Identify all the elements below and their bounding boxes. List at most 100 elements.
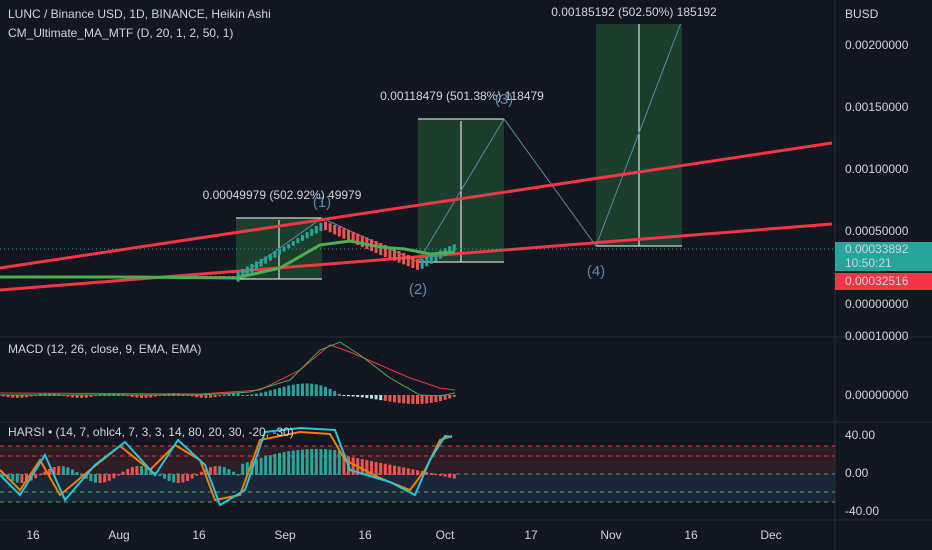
price-tick-label: 0.00100000 [845, 162, 909, 176]
harsi-candle [259, 457, 263, 475]
harsi-candle [195, 474, 199, 476]
macd-bar [6, 395, 10, 398]
harsi-candle [319, 449, 323, 475]
measure-label: 0.00118479 (501.38%) 118479 [380, 89, 544, 103]
candle [393, 248, 396, 261]
macd-bar [204, 395, 208, 398]
harsi-candle [365, 460, 369, 475]
harsi-candle [287, 451, 291, 475]
macd-bar [425, 395, 429, 404]
macd-bar [89, 395, 93, 397]
harsi-candle [61, 466, 65, 475]
harsi-candle [301, 449, 304, 475]
candle [416, 259, 419, 270]
candle [301, 235, 304, 241]
candle [287, 244, 291, 249]
candle [406, 255, 410, 267]
candle [429, 254, 433, 264]
macd-bar [333, 391, 337, 396]
macd-bar [190, 395, 194, 397]
harsi-candle [245, 462, 249, 475]
macd-bar [434, 395, 438, 403]
harsi-candle [57, 466, 61, 475]
candle [388, 246, 392, 259]
harsi-candle [126, 469, 130, 475]
candle [411, 257, 415, 269]
macd-bar [406, 395, 410, 404]
harsi-candle [186, 474, 189, 481]
macd-bar [25, 395, 28, 398]
label-bg [183, 185, 381, 207]
harsi-candle [273, 454, 277, 475]
macd-bar [213, 395, 217, 398]
macd-bar [370, 395, 373, 399]
macd-bar [301, 383, 304, 396]
macd-bar [153, 395, 157, 397]
harsi-candle [337, 450, 341, 475]
stoch-d [0, 426, 453, 507]
harsi-candle [282, 452, 286, 475]
price-tick-label: 0.00000000 [845, 297, 909, 311]
harsi-candle [416, 470, 419, 475]
candle [259, 258, 263, 267]
candle [319, 222, 323, 231]
harsi-candle [328, 449, 332, 475]
harsi-candle [140, 466, 143, 475]
macd-bar [218, 395, 222, 397]
macd-bar [374, 395, 378, 400]
macd-axis: 0.00000000 [845, 388, 909, 402]
harsi-candle [176, 474, 180, 483]
macd-bar [324, 386, 327, 396]
harsi-candle [181, 474, 185, 483]
trendline [0, 141, 833, 270]
macd-bar [236, 393, 240, 396]
candle [448, 246, 452, 254]
harsi-candle [434, 473, 438, 475]
harsi-candle [218, 466, 222, 475]
macd-bar [402, 395, 406, 404]
price-tick-label: 0.00200000 [845, 38, 909, 52]
candle [356, 233, 360, 246]
harsi-candle [38, 474, 42, 476]
harsi-candle [374, 461, 378, 475]
macd-bar [452, 395, 456, 397]
harsi-candle [397, 466, 401, 475]
macd-bar [268, 390, 272, 396]
harsi-candle [209, 467, 212, 475]
candle [245, 266, 249, 276]
candle [278, 249, 281, 255]
macd-bar [360, 395, 364, 398]
harsi-candle [360, 459, 364, 475]
time-tick-label: Sep [274, 528, 296, 542]
macd-bar [195, 395, 199, 398]
harsi-candle [71, 469, 74, 475]
macd-bar [11, 395, 15, 398]
harsi-candle [406, 468, 410, 475]
candle [342, 228, 346, 239]
macd-bar [429, 395, 433, 403]
macd-axis: 0.00010000 [845, 329, 909, 343]
candle [402, 252, 406, 265]
time-axis: 16 Aug 16 Sep 16 Oct 17 Nov 16 Dec [26, 528, 781, 542]
harsi-candle [89, 474, 93, 482]
harsi-candle [241, 463, 245, 475]
harsi-candle [383, 463, 387, 475]
macd-bar [2, 395, 5, 397]
macd-bar [227, 393, 231, 396]
harsi-candle [130, 467, 134, 475]
macd-bar [80, 395, 84, 398]
macd-bar [342, 395, 346, 397]
harsi-candle [222, 467, 226, 475]
time-tick-label: Oct [436, 528, 455, 542]
macd-bar [273, 389, 277, 396]
macd-bar [397, 395, 401, 403]
macd-bar [222, 394, 226, 396]
macd-bar [199, 395, 203, 398]
macd-bar [347, 395, 350, 397]
harsi-candle [107, 474, 111, 481]
harsi-candle [167, 474, 171, 481]
harsi-candle [305, 449, 309, 475]
harsi-candle [342, 455, 346, 475]
candle [452, 244, 456, 251]
moving-average [0, 239, 456, 280]
